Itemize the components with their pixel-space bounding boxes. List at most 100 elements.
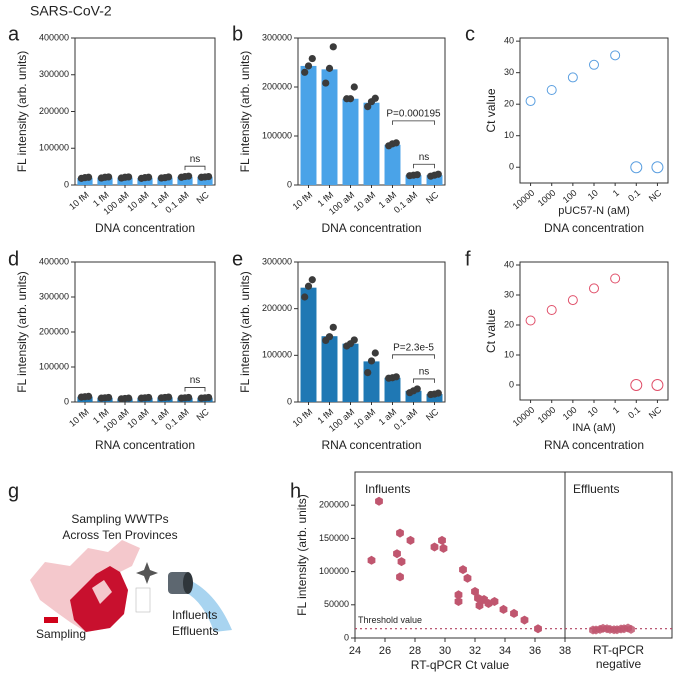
ct-marker	[567, 72, 578, 83]
y-tick-label: 300000	[39, 291, 69, 301]
significance-bracket	[184, 387, 206, 392]
x-tick-label: 10	[586, 405, 600, 419]
plot-frame	[519, 261, 669, 401]
x-tick-label: 0.1 aM	[392, 407, 420, 432]
replicate-dot	[105, 393, 113, 402]
bar	[342, 98, 359, 185]
x-tick-label: 10000	[511, 188, 537, 212]
y-tick-label: 30	[504, 289, 514, 299]
y-tick-label: 100000	[262, 130, 292, 140]
y-tick-label: 0	[509, 162, 514, 172]
x-tick-label: 30	[439, 645, 451, 657]
replicate-dot	[325, 333, 334, 341]
inset	[135, 587, 151, 613]
y-tick-label: 40	[504, 36, 514, 46]
sample-point	[375, 496, 383, 506]
y-tick-label: 0	[509, 379, 514, 389]
significance-bracket	[413, 378, 435, 383]
x-axis-label: DNA concentration	[95, 221, 195, 235]
figure-title: SARS-CoV-2	[30, 3, 112, 19]
replicate-dot	[125, 394, 133, 402]
y-tick-label: 20	[504, 319, 514, 329]
bar	[405, 175, 422, 185]
bar	[137, 178, 153, 185]
legend-swatch	[44, 617, 58, 623]
sample-point	[520, 615, 529, 625]
y-tick-label: 100000	[39, 361, 69, 371]
sample-point	[459, 565, 467, 575]
x-axis-label: DNA concentration	[321, 221, 421, 235]
significance-bracket	[184, 165, 206, 171]
sample-point	[430, 542, 439, 552]
y-axis-label: FL intensity (arb. units)	[238, 51, 252, 173]
sample-label: Influents	[172, 608, 217, 622]
y-tick-label: 50000	[324, 599, 349, 609]
diagram-title: Sampling WWTPs	[71, 512, 168, 526]
y-tick-label: 40	[504, 259, 514, 269]
y-tick-label: 150000	[319, 533, 349, 543]
bar	[117, 177, 133, 185]
x-axis-caption: DNA concentration	[544, 221, 644, 235]
significance-label: ns	[419, 152, 430, 163]
bar	[321, 69, 338, 185]
bar	[321, 336, 338, 402]
sample-point	[439, 543, 448, 553]
replicate-dot	[350, 83, 358, 91]
significance-label: P=0.000195	[386, 109, 441, 120]
ct-marker	[546, 85, 557, 96]
ct-marker	[567, 295, 578, 306]
x-tick-label: 10000	[511, 405, 537, 429]
y-tick-label: 20	[504, 99, 514, 109]
significance-label: ns	[190, 375, 201, 386]
x-tick-label: NC	[424, 189, 441, 205]
x-axis-label: RNA concentration	[95, 438, 195, 452]
replicate-dot	[185, 172, 193, 180]
replicate-dot	[185, 393, 193, 402]
negative-label: negative	[596, 657, 642, 671]
replicate-dot	[308, 54, 316, 63]
y-axis-label: FL intensity (arb. units)	[15, 51, 29, 173]
sample-label: Effluents	[172, 624, 218, 638]
x-tick-label: 32	[469, 645, 481, 657]
y-tick-label: 300000	[39, 69, 69, 79]
replicate-dot	[308, 276, 316, 284]
ct-marker	[589, 59, 599, 70]
replicate-dot	[322, 79, 330, 87]
x-tick-label: NC	[647, 404, 664, 420]
x-axis-label: RNA concentration	[321, 438, 421, 452]
replicate-dot	[205, 172, 213, 181]
region-label: Effluents	[573, 482, 619, 496]
panel-label: g	[8, 480, 19, 502]
y-tick-label: 200000	[319, 500, 349, 510]
replicate-dot	[145, 393, 153, 402]
sample-point	[475, 601, 484, 610]
panel-label: a	[8, 23, 20, 45]
bar	[300, 287, 317, 402]
replicate-dot	[329, 323, 337, 331]
replicate-dot	[371, 349, 379, 357]
x-tick-label: 28	[409, 645, 421, 657]
replicate-dot	[85, 392, 93, 400]
replicate-dot	[301, 293, 309, 301]
x-tick-label: NC	[647, 187, 664, 203]
compass	[136, 562, 158, 584]
sample-point	[534, 624, 542, 634]
replicate-dot	[325, 64, 334, 72]
sample-point	[393, 549, 401, 559]
sample-point	[367, 555, 376, 565]
replicate-dot	[367, 357, 376, 365]
negative-point	[613, 625, 621, 635]
replicate-dot	[165, 173, 173, 181]
sample-point	[406, 535, 415, 545]
bar	[405, 390, 422, 402]
y-tick-label: 0	[64, 179, 69, 189]
replicate-dot	[205, 393, 213, 402]
replicate-dot	[392, 373, 400, 381]
y-tick-label: 100000	[262, 350, 292, 360]
replicate-dot	[434, 389, 442, 397]
x-tick-label: 26	[379, 645, 391, 657]
y-tick-label: 0	[344, 632, 349, 642]
x-tick-label: 0.1	[626, 405, 642, 421]
panel-label: c	[465, 23, 475, 45]
water	[185, 578, 232, 632]
